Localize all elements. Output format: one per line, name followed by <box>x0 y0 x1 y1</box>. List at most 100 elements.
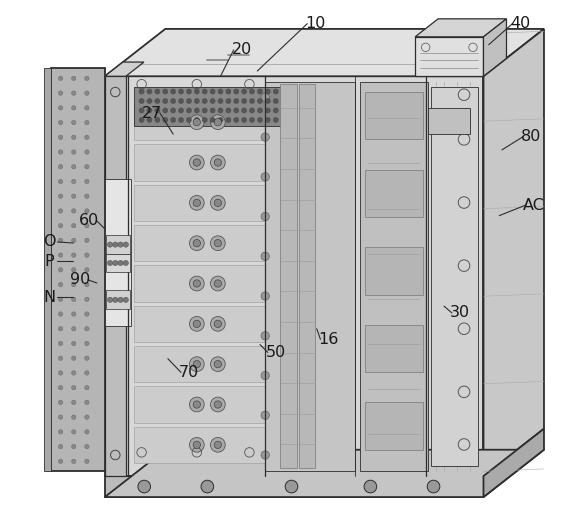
Circle shape <box>58 238 63 242</box>
Circle shape <box>194 98 199 104</box>
Text: 27: 27 <box>142 106 162 120</box>
Circle shape <box>72 76 76 80</box>
Circle shape <box>193 280 201 287</box>
Circle shape <box>189 155 204 170</box>
Circle shape <box>147 108 152 113</box>
Circle shape <box>58 415 63 419</box>
Circle shape <box>147 117 152 123</box>
Circle shape <box>210 108 215 113</box>
Circle shape <box>201 480 213 493</box>
Circle shape <box>250 117 255 123</box>
Circle shape <box>85 91 89 95</box>
Circle shape <box>194 108 199 113</box>
Circle shape <box>58 268 63 272</box>
Circle shape <box>154 108 160 113</box>
Polygon shape <box>134 346 265 382</box>
Circle shape <box>58 341 63 346</box>
Polygon shape <box>106 290 130 309</box>
Polygon shape <box>105 76 126 476</box>
Circle shape <box>58 150 63 154</box>
Polygon shape <box>300 84 315 468</box>
Polygon shape <box>106 254 130 272</box>
Circle shape <box>123 242 128 247</box>
Circle shape <box>139 108 144 113</box>
Circle shape <box>58 297 63 301</box>
Polygon shape <box>134 427 265 463</box>
Circle shape <box>178 108 184 113</box>
Circle shape <box>189 317 204 331</box>
Circle shape <box>170 98 176 104</box>
Circle shape <box>58 76 63 80</box>
Circle shape <box>210 357 225 371</box>
Circle shape <box>85 209 89 213</box>
Circle shape <box>58 282 63 287</box>
Circle shape <box>85 135 89 139</box>
Text: P: P <box>45 254 54 269</box>
Text: 70: 70 <box>179 365 199 380</box>
Circle shape <box>154 89 160 94</box>
Circle shape <box>72 135 76 139</box>
Circle shape <box>85 356 89 360</box>
Text: O: O <box>43 235 56 249</box>
Polygon shape <box>415 37 483 76</box>
Circle shape <box>72 268 76 272</box>
Polygon shape <box>134 104 265 140</box>
Circle shape <box>261 451 269 459</box>
Circle shape <box>58 194 63 198</box>
Polygon shape <box>365 92 423 139</box>
Circle shape <box>85 253 89 257</box>
Circle shape <box>85 415 89 419</box>
Circle shape <box>85 371 89 375</box>
Polygon shape <box>360 82 429 471</box>
Circle shape <box>202 89 208 94</box>
Circle shape <box>85 268 89 272</box>
Circle shape <box>214 199 222 207</box>
Circle shape <box>234 89 239 94</box>
Circle shape <box>214 239 222 247</box>
Circle shape <box>241 108 247 113</box>
Circle shape <box>265 117 271 123</box>
Circle shape <box>226 98 231 104</box>
Circle shape <box>85 282 89 287</box>
Circle shape <box>72 224 76 228</box>
Circle shape <box>241 89 247 94</box>
Circle shape <box>72 120 76 125</box>
Circle shape <box>58 209 63 213</box>
Circle shape <box>210 89 215 94</box>
Circle shape <box>364 480 377 493</box>
Text: 80: 80 <box>521 129 541 144</box>
Polygon shape <box>483 429 544 497</box>
Polygon shape <box>105 179 131 326</box>
Circle shape <box>187 117 192 123</box>
Circle shape <box>226 117 231 123</box>
Circle shape <box>85 224 89 228</box>
Circle shape <box>273 98 278 104</box>
Circle shape <box>72 106 76 110</box>
Circle shape <box>72 444 76 449</box>
Circle shape <box>72 209 76 213</box>
Circle shape <box>202 108 208 113</box>
Circle shape <box>138 480 150 493</box>
Circle shape <box>85 106 89 110</box>
Polygon shape <box>134 145 265 180</box>
Circle shape <box>261 411 269 419</box>
Text: 10: 10 <box>305 16 325 31</box>
Circle shape <box>273 117 278 123</box>
Circle shape <box>193 320 201 328</box>
Circle shape <box>214 441 222 449</box>
Circle shape <box>265 98 271 104</box>
Polygon shape <box>429 108 470 134</box>
Circle shape <box>250 98 255 104</box>
Circle shape <box>58 253 63 257</box>
Polygon shape <box>105 450 544 497</box>
Polygon shape <box>105 76 483 476</box>
Circle shape <box>58 327 63 331</box>
Polygon shape <box>134 185 265 221</box>
Circle shape <box>170 108 176 113</box>
Circle shape <box>193 199 201 207</box>
Circle shape <box>234 117 239 123</box>
Polygon shape <box>51 68 105 471</box>
Circle shape <box>261 133 269 141</box>
Polygon shape <box>134 87 281 126</box>
Circle shape <box>273 108 278 113</box>
